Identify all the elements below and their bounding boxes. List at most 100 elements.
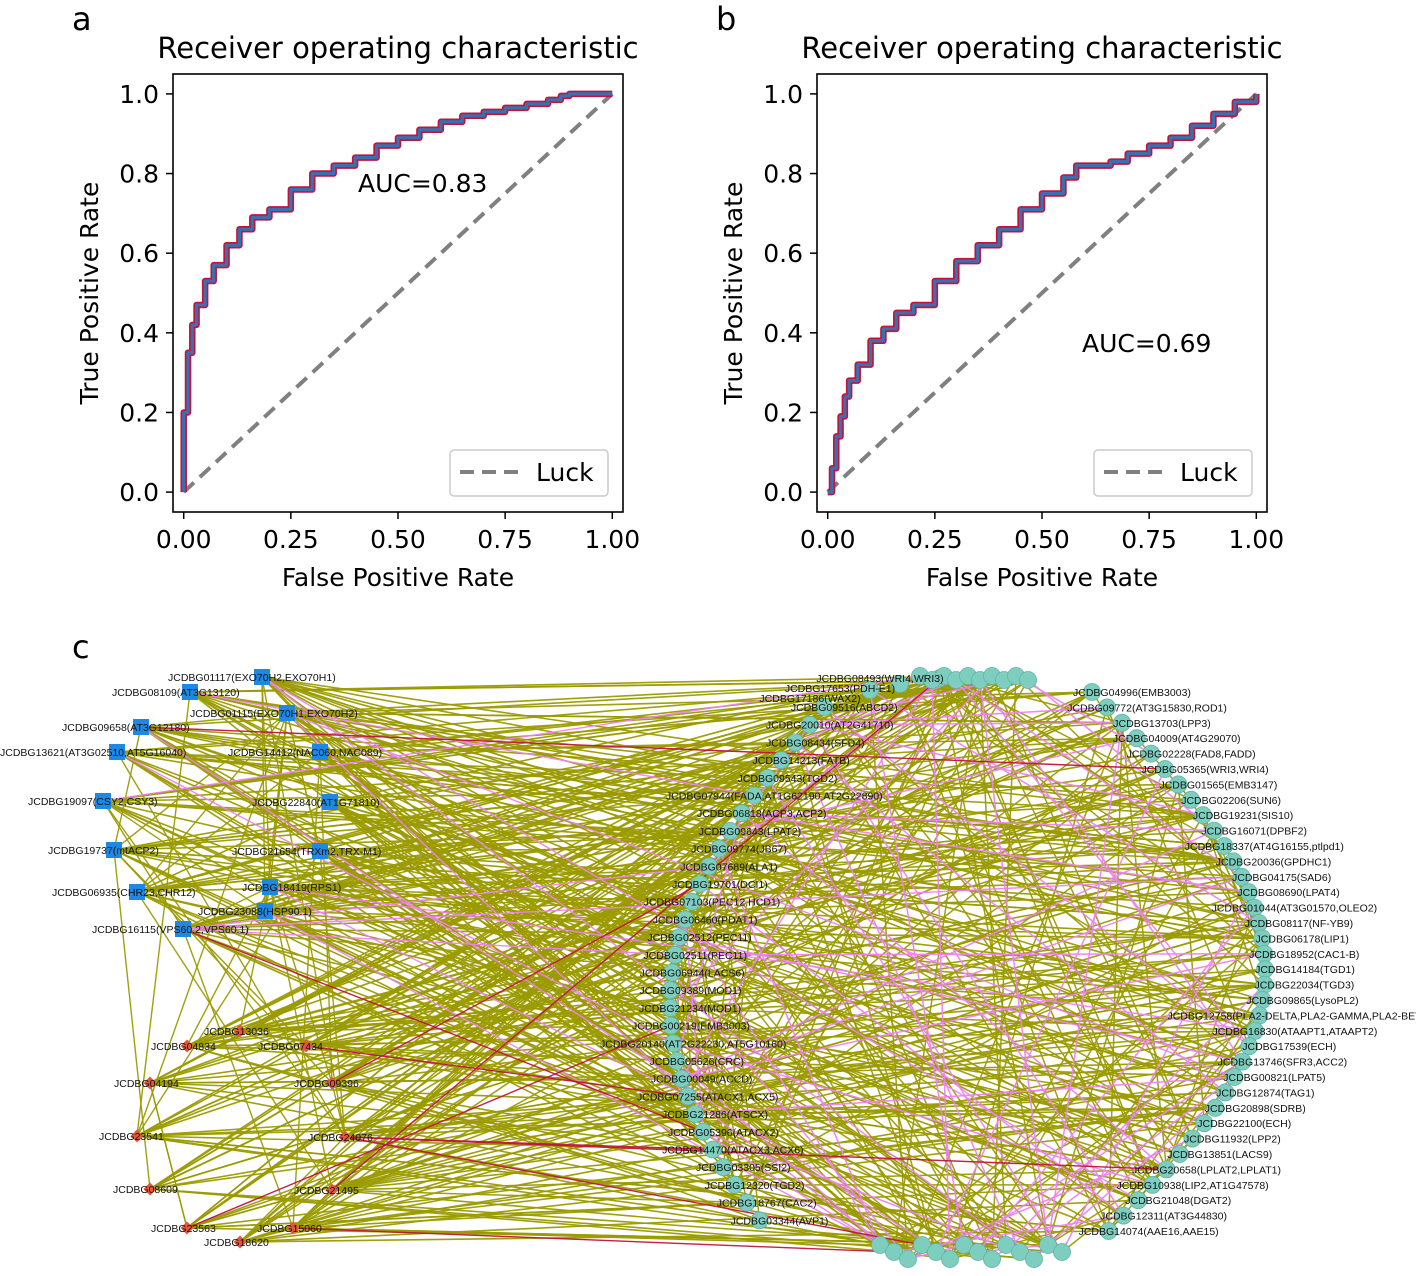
edge — [684, 918, 965, 1246]
edge — [1107, 722, 1123, 1232]
gene-node-circle — [714, 1158, 733, 1177]
edge — [102, 800, 1242, 878]
gene-node-circle — [1083, 683, 1101, 701]
gene-node-circle — [1114, 1206, 1133, 1225]
gene-node-diamond — [143, 1076, 157, 1090]
gene-node-circle — [1205, 821, 1224, 840]
gene-node-diamond — [299, 1039, 313, 1053]
edge — [136, 706, 1108, 1137]
edge-pink — [809, 722, 1123, 726]
edge-pink — [679, 936, 1243, 1063]
edge — [102, 689, 871, 802]
gene-node-circle — [710, 839, 728, 858]
gene-node-square — [279, 705, 295, 721]
gene-label: JCDBG08109(AT3G13120) — [112, 687, 240, 699]
gene-label: JCDBG03344(AVP1) — [731, 1215, 829, 1227]
gene-node-circle — [800, 715, 819, 734]
gene-label: JCDBG03305(SSI2) — [696, 1162, 791, 1174]
edge — [186, 1030, 241, 1047]
gene-label: JCDBG18767(CAC2) — [717, 1198, 817, 1210]
y-tick-label: 0.4 — [119, 319, 159, 348]
gene-label: JCDBG00821(LPAT5) — [1223, 1072, 1325, 1084]
edge — [991, 675, 1194, 1139]
edge-pink — [681, 953, 1265, 1080]
gene-label: JCDBG09772(AT3G15830,ROD1) — [1067, 702, 1227, 714]
gene-node-circle — [1240, 1037, 1259, 1056]
gene-label: JCDBG12311(AT3G44830) — [1100, 1211, 1227, 1223]
gene-node-circle — [745, 786, 764, 805]
gene-node-circle — [861, 681, 879, 699]
edge — [319, 850, 346, 1138]
edge — [102, 800, 346, 1138]
gene-label: JCDBG19097(CSY2,CSY3) — [28, 796, 158, 808]
gene-label: JCDBG18952(CAC1-B) — [1249, 949, 1359, 961]
panel-label-b: b — [716, 0, 736, 38]
x-axis-label: False Positive Rate — [926, 563, 1158, 592]
gene-node-circle — [670, 928, 689, 946]
edge — [286, 712, 321, 852]
gene-node-circle — [672, 1069, 691, 1088]
gene-node-circle — [1039, 1236, 1057, 1254]
gene-label: JCDBG17186(WAX2) — [759, 693, 860, 705]
edge — [239, 1113, 696, 1243]
gene-label: JCDBG20036(GPDHC1) — [1216, 856, 1332, 868]
gene-label: JCDBG00219(EMB3003) — [632, 1021, 750, 1033]
gene-label: JCDBG09774(JB67) — [691, 844, 787, 856]
gene-label: JCDBG13703(LPP3) — [1113, 718, 1210, 730]
edge — [261, 676, 346, 1138]
x-tick-label: 0.25 — [907, 525, 963, 554]
gene-node-square — [322, 794, 338, 810]
edge-pink — [1061, 891, 1250, 1253]
edge — [113, 830, 730, 851]
edge — [136, 891, 748, 1204]
edge — [239, 901, 693, 1243]
edge — [931, 679, 1265, 955]
gene-node-circle — [694, 1122, 713, 1141]
edge — [136, 689, 871, 893]
gene-label: JCDBG08690(LPAT4) — [1237, 887, 1339, 899]
edge — [264, 910, 1263, 940]
gene-label: JCDBG08117(NF-YB9) — [1245, 918, 1353, 930]
edge — [292, 971, 673, 1229]
gene-label: JCDBG02512(PEC11) — [647, 932, 751, 944]
edge — [694, 1107, 1216, 1115]
edge — [331, 1082, 1063, 1253]
gene-node-circle — [737, 1193, 756, 1212]
gene-label: JCDBG08434(SFD4) — [766, 737, 865, 749]
edge — [136, 737, 1137, 893]
edge — [687, 679, 981, 1097]
edge — [261, 676, 271, 888]
gene-node-diamond — [233, 1024, 247, 1038]
gene-node-diamond — [325, 1076, 339, 1090]
edge — [672, 742, 796, 1044]
edge — [319, 679, 957, 753]
chart-title: Receiver operating characteristic — [801, 31, 1282, 65]
y-tick-label: 1.0 — [119, 80, 159, 109]
edge-pink — [741, 812, 1249, 893]
edge — [292, 724, 811, 1229]
edge — [116, 751, 346, 1138]
gene-label: JCDBG05626(CRC) — [650, 1056, 745, 1068]
luck-line — [826, 92, 1258, 494]
gene-label: JCDBG13036 — [204, 1026, 269, 1038]
edge — [136, 691, 191, 1137]
gene-node-circle — [1215, 837, 1234, 855]
gene-node-circle — [1129, 1191, 1148, 1210]
gene-label: JCDBG04009(AT4G29070) — [1113, 733, 1241, 745]
edge-red — [140, 726, 1166, 770]
gene-node-circle — [1019, 671, 1037, 689]
edge — [823, 706, 1243, 1063]
x-tick-label: 0.50 — [370, 525, 426, 554]
edge — [939, 677, 1049, 1246]
edge-pink — [741, 812, 1167, 1170]
gene-node-circle — [667, 1052, 686, 1070]
gene-label: JCDBG14184(TGD1) — [1255, 964, 1355, 976]
edge-pink — [261, 676, 1021, 1253]
gene-node-circle — [686, 1105, 704, 1123]
gene-label: JCDBG24076 — [308, 1132, 373, 1144]
gene-node-diamond — [233, 1235, 247, 1249]
gene-label: JCDBG07689(ALA1) — [680, 861, 777, 873]
edge-red — [305, 1045, 688, 1098]
gene-node-circle — [871, 1236, 889, 1254]
edge — [344, 901, 693, 1138]
